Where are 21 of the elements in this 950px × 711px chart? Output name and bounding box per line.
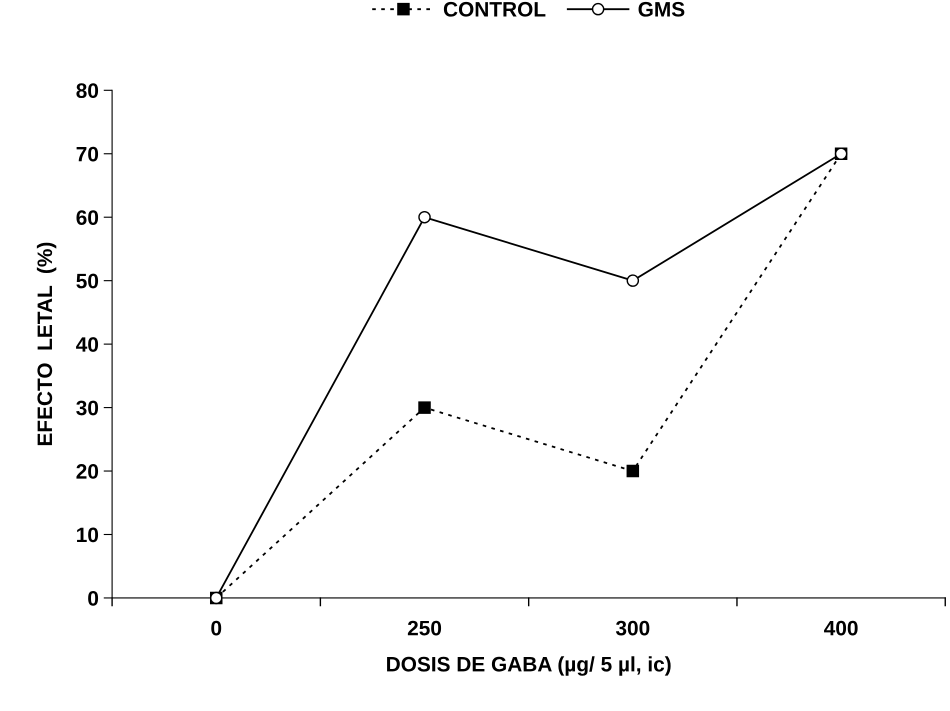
x-axis-title: DOSIS DE GABA (µg/ 5 µl, ic) xyxy=(387,656,671,676)
point xyxy=(418,401,431,414)
legend-label: CONTROL xyxy=(444,2,546,17)
y-tick-label: 30 xyxy=(76,400,98,416)
legend-label: GMS xyxy=(638,2,684,17)
x-tick-label: 400 xyxy=(824,620,858,636)
y-tick-label: 10 xyxy=(77,527,98,542)
point xyxy=(626,464,640,478)
y-tick-label: 80 xyxy=(76,83,98,98)
y-tick-label: 70 xyxy=(76,146,98,162)
x-tick-label: 250 xyxy=(408,620,442,636)
x-tick-label: 0 xyxy=(211,620,222,636)
point xyxy=(418,210,431,224)
y-axis-title: EFECTO LETAL (%) xyxy=(36,242,56,446)
y-tick-label: 50 xyxy=(76,274,98,288)
y-tick-label: 0 xyxy=(88,590,98,606)
x-tick-label: 300 xyxy=(616,620,650,636)
y-tick-label: 40 xyxy=(76,337,98,352)
point xyxy=(626,274,640,287)
y-tick-label: 60 xyxy=(76,210,98,225)
y-tick-label: 20 xyxy=(76,464,98,479)
